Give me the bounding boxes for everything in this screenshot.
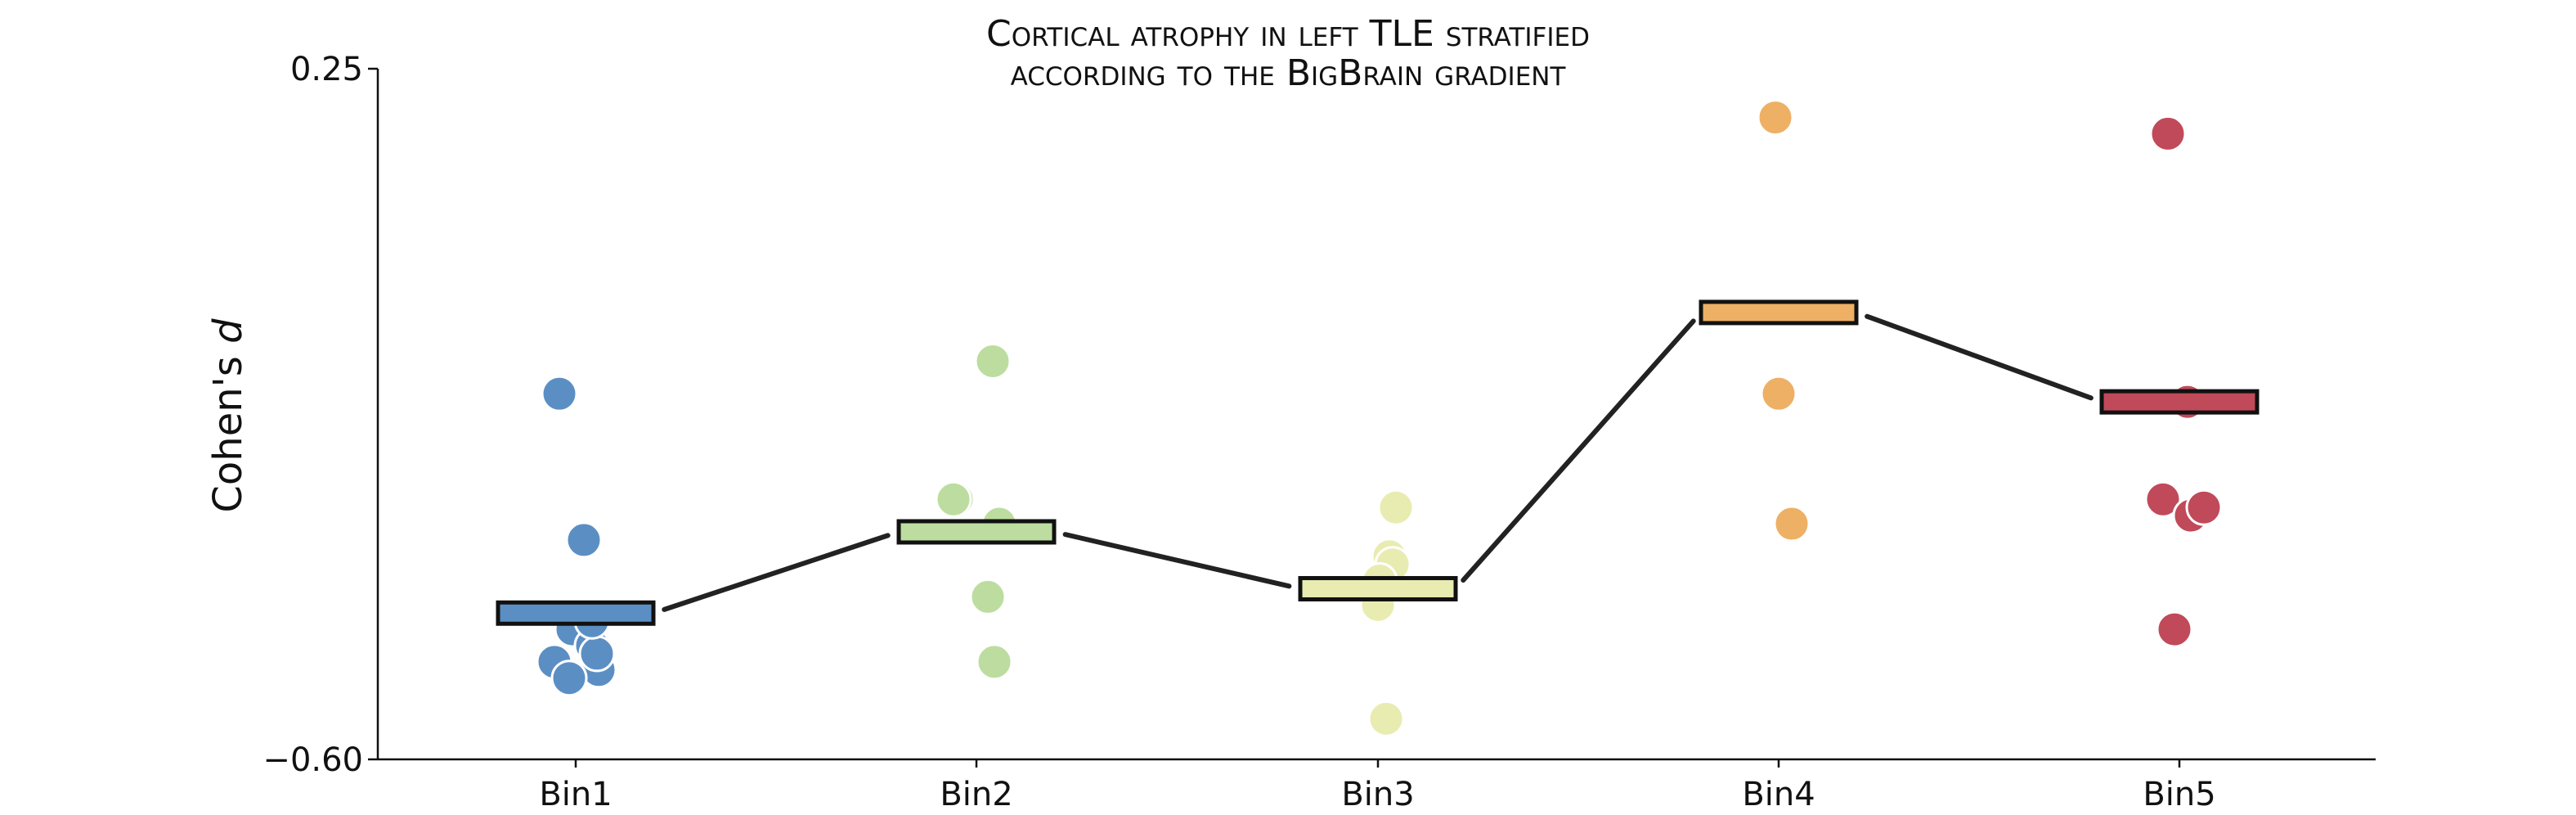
x-tick-label: Bin4 — [1742, 776, 1815, 813]
x-tick-labels: Bin1 Bin2 Bin3 Bin4 Bin5 — [539, 776, 2215, 813]
median-bars — [496, 299, 2260, 626]
data-points — [536, 99, 2223, 737]
median-connector-segment — [1461, 318, 1696, 583]
chart-title: Cortical atrophy in left TLE stratified … — [986, 13, 1590, 94]
x-tick-label: Bin2 — [940, 776, 1012, 813]
data-point — [969, 578, 1007, 615]
median-connector — [662, 313, 2094, 612]
data-point — [976, 643, 1013, 681]
axes — [368, 67, 2376, 768]
median-bar — [896, 519, 1057, 545]
data-point — [2144, 480, 2182, 518]
data-point — [1773, 505, 1811, 543]
data-point — [1377, 489, 1415, 526]
median-bar — [2099, 389, 2260, 415]
y-tick-label: −0.60 — [263, 741, 363, 779]
median-connector-segment — [1865, 313, 2094, 401]
x-tick-label: Bin1 — [539, 776, 612, 813]
chart-title-line-1: Cortical atrophy in left TLE stratified — [986, 13, 1590, 55]
y-axis-label-italic: d — [205, 318, 251, 344]
y-tick-labels: 0.25 −0.60 — [263, 51, 363, 779]
data-point — [974, 342, 1012, 380]
y-axis-label-text: Cohen's — [205, 356, 251, 512]
x-tick-label: Bin5 — [2143, 776, 2215, 813]
data-point — [1757, 99, 1794, 137]
median-bar — [1298, 575, 1458, 601]
data-point — [935, 480, 972, 518]
data-point — [2149, 115, 2187, 152]
y-tick-label: 0.25 — [290, 51, 363, 88]
data-point — [565, 521, 603, 559]
median-connector-segment — [1062, 532, 1292, 589]
data-point — [2156, 610, 2193, 648]
median-bar — [496, 600, 656, 626]
y-axis-label: Cohen's d — [205, 318, 251, 513]
chart-title-line-2: according to the BigBrain gradient — [1011, 52, 1567, 94]
data-point — [2185, 489, 2223, 526]
data-point — [550, 660, 588, 697]
data-point — [578, 635, 616, 673]
median-bar — [1699, 299, 1859, 326]
data-point — [541, 375, 578, 412]
data-point — [1367, 700, 1405, 737]
median-connector-segment — [662, 533, 891, 612]
data-point — [1760, 375, 1797, 412]
x-tick-label: Bin3 — [1341, 776, 1414, 813]
